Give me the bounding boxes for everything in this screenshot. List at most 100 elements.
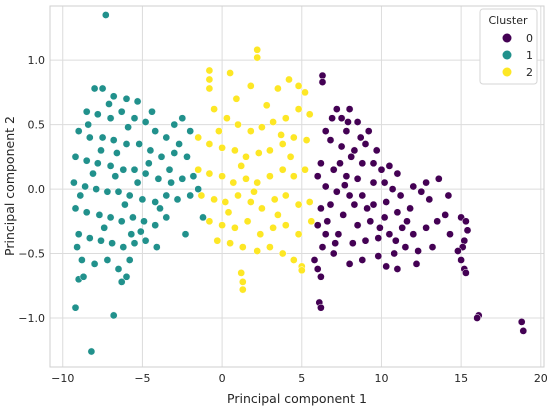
- data-point-cluster-1: [154, 174, 163, 183]
- data-point-cluster-1: [122, 94, 131, 103]
- data-point-cluster-1: [144, 159, 153, 168]
- data-point-cluster-1: [175, 140, 183, 148]
- data-point-cluster-0: [313, 172, 322, 181]
- data-point-cluster-0: [441, 211, 450, 219]
- data-point-cluster-0: [409, 230, 418, 239]
- data-point-cluster-2: [277, 131, 285, 139]
- data-point-cluster-2: [238, 243, 247, 251]
- data-point-cluster-2: [246, 82, 255, 90]
- x-tick-label: 10: [374, 372, 388, 385]
- data-point-cluster-2: [256, 230, 265, 239]
- data-point-cluster-2: [307, 217, 316, 226]
- data-point-cluster-2: [238, 285, 247, 294]
- data-point-cluster-0: [385, 162, 394, 170]
- data-point-cluster-0: [318, 78, 327, 86]
- data-point-cluster-1: [124, 123, 132, 132]
- data-point-cluster-1: [135, 140, 144, 148]
- legend-label-2: 2: [526, 66, 533, 79]
- x-tick-label: 0: [219, 372, 226, 385]
- data-points: [70, 11, 528, 356]
- legend-title: Cluster: [488, 14, 528, 27]
- data-point-cluster-0: [326, 200, 335, 209]
- data-point-cluster-1: [181, 230, 190, 239]
- data-point-cluster-0: [340, 181, 349, 190]
- data-point-cluster-1: [106, 162, 115, 170]
- data-point-cluster-1: [74, 230, 83, 239]
- data-point-cluster-0: [388, 185, 397, 193]
- data-point-cluster-0: [321, 127, 330, 135]
- data-point-cluster-2: [281, 221, 290, 230]
- data-point-cluster-2: [205, 84, 214, 93]
- data-point-cluster-0: [358, 159, 367, 168]
- data-point-cluster-1: [90, 260, 99, 268]
- data-point-cluster-2: [234, 191, 242, 200]
- data-point-cluster-2: [226, 239, 234, 248]
- data-point-cluster-2: [221, 198, 230, 206]
- data-point-cluster-2: [274, 84, 282, 93]
- data-point-cluster-0: [425, 195, 434, 204]
- data-point-cluster-1: [100, 223, 109, 232]
- data-point-cluster-1: [157, 152, 166, 161]
- data-point-cluster-0: [462, 269, 470, 277]
- legend: Cluster 0 1 2: [479, 8, 538, 85]
- data-point-cluster-2: [242, 152, 250, 161]
- data-point-cluster-2: [281, 114, 290, 123]
- data-point-cluster-0: [369, 159, 378, 168]
- data-point-cluster-0: [366, 217, 375, 226]
- data-point-cluster-2: [194, 165, 203, 174]
- data-point-cluster-2: [242, 174, 250, 183]
- data-point-cluster-1: [178, 114, 187, 123]
- data-point-cluster-2: [205, 217, 214, 226]
- data-point-cluster-0: [339, 211, 348, 219]
- data-point-cluster-1: [117, 107, 126, 116]
- data-point-cluster-0: [317, 272, 325, 281]
- plot-frame: [49, 5, 545, 368]
- data-point-cluster-1: [186, 191, 195, 200]
- data-point-cluster-2: [210, 105, 218, 113]
- data-point-cluster-0: [462, 217, 470, 226]
- data-point-cluster-0: [414, 247, 422, 255]
- data-point-cluster-0: [374, 234, 383, 242]
- data-point-cluster-0: [363, 204, 371, 213]
- data-point-cluster-0: [321, 230, 330, 239]
- data-point-cluster-1: [109, 92, 118, 101]
- data-point-cluster-1: [151, 198, 160, 206]
- data-point-cluster-2: [286, 152, 295, 161]
- data-point-cluster-0: [422, 178, 430, 187]
- data-point-cluster-0: [337, 114, 346, 123]
- x-tick-label: −10: [51, 372, 74, 385]
- data-point-cluster-2: [305, 110, 314, 119]
- data-point-cluster-0: [336, 159, 344, 168]
- data-point-cluster-2: [301, 88, 309, 97]
- data-point-cluster-0: [417, 187, 426, 196]
- data-point-cluster-2: [266, 243, 274, 251]
- data-point-cluster-0: [385, 230, 394, 239]
- y-tick-label: 1.0: [28, 54, 46, 67]
- data-point-cluster-0: [380, 213, 389, 222]
- data-point-cluster-1: [141, 236, 150, 245]
- grid: [50, 6, 544, 367]
- data-point-cluster-2: [205, 140, 214, 148]
- data-point-cluster-2: [289, 172, 298, 181]
- data-point-cluster-1: [162, 213, 171, 222]
- data-point-cluster-2: [215, 127, 223, 135]
- data-point-cluster-1: [111, 172, 120, 181]
- data-point-cluster-0: [457, 256, 465, 264]
- data-point-cluster-0: [361, 140, 370, 148]
- data-point-cluster-2: [238, 278, 247, 286]
- data-point-cluster-2: [234, 120, 242, 129]
- data-point-cluster-1: [101, 11, 110, 19]
- data-point-cluster-1: [105, 100, 113, 108]
- data-point-cluster-0: [403, 217, 411, 226]
- data-point-cluster-2: [254, 149, 263, 157]
- data-point-cluster-0: [358, 191, 367, 200]
- data-point-cluster-1: [138, 195, 147, 204]
- data-point-cluster-1: [73, 243, 81, 251]
- data-point-cluster-0: [376, 223, 384, 232]
- data-point-cluster-2: [278, 165, 287, 174]
- data-point-cluster-0: [337, 142, 346, 151]
- data-point-cluster-0: [428, 243, 437, 251]
- data-point-cluster-2: [294, 82, 303, 90]
- data-point-cluster-1: [79, 272, 88, 281]
- data-point-cluster-0: [353, 118, 362, 126]
